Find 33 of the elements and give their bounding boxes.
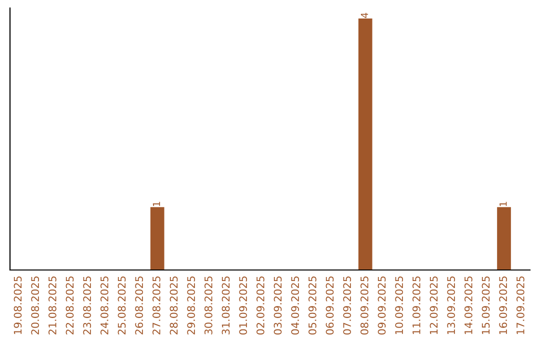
x-tick-label: 22.08.2025 bbox=[66, 276, 74, 334]
x-tick-label: 28.08.2025 bbox=[170, 276, 178, 334]
x-tick-label: 08.09.2025 bbox=[360, 276, 368, 335]
x-tick-label: 27.08.2025 bbox=[152, 276, 160, 334]
x-tick-label: 15.09.2025 bbox=[482, 276, 490, 334]
data-label: 1 bbox=[500, 202, 507, 206]
x-tick-label: 21.08.2025 bbox=[48, 276, 56, 334]
data-label: 1 bbox=[152, 202, 160, 206]
x-tick-label: 25.08.2025 bbox=[118, 276, 126, 334]
x-tick-label: 07.09.2025 bbox=[343, 276, 352, 335]
x-tick-label: 30.08.2025 bbox=[204, 276, 212, 334]
x-tick-label: 31.08.2025 bbox=[222, 276, 230, 334]
x-tick-label: 29.08.2025 bbox=[187, 276, 196, 334]
x-tick-label: 26.08.2025 bbox=[135, 276, 144, 334]
x-tick-label: 17.09.2025 bbox=[516, 276, 524, 334]
x-tick-label: 03.09.2025 bbox=[274, 276, 282, 335]
x-tick-label: 24.08.2025 bbox=[100, 276, 108, 334]
x-tick-label: 16.09.2025 bbox=[499, 276, 508, 334]
x-tick-label: 01.09.2025 bbox=[239, 276, 248, 335]
x-tick-label: 23.08.2025 bbox=[83, 276, 92, 334]
data-label: 4 bbox=[360, 12, 368, 18]
x-tick-label: 10.09.2025 bbox=[395, 276, 404, 334]
x-tick-label: 14.09.2025 bbox=[464, 276, 472, 334]
x-tick-label: 02.09.2025 bbox=[256, 276, 264, 335]
x-tick-label: 05.09.2025 bbox=[308, 276, 316, 335]
x-tick-label: 19.08.2025 bbox=[14, 276, 22, 334]
x-tick-label: 11.09.2025 bbox=[412, 276, 420, 334]
x-tick-label: 12.09.2025 bbox=[430, 276, 438, 334]
x-tick-label: 06.09.2025 bbox=[326, 276, 334, 335]
x-tick-label: 04.09.2025 bbox=[291, 276, 300, 335]
x-tick-label: 09.09.2025 bbox=[378, 276, 386, 335]
x-tick-label: 20.08.2025 bbox=[31, 276, 40, 334]
x-tick-label: 13.09.2025 bbox=[447, 276, 456, 334]
